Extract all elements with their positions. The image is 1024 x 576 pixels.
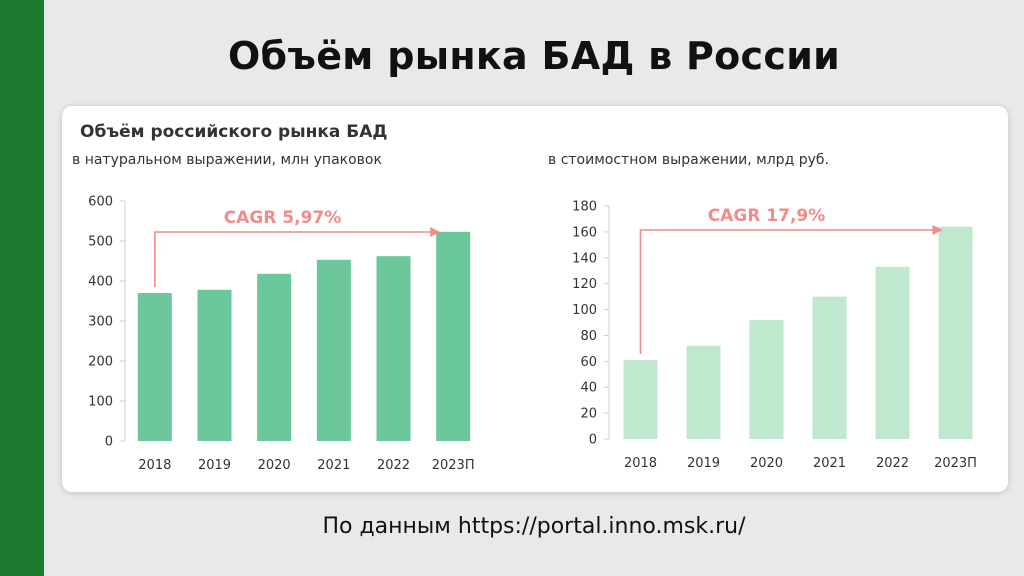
y-tick-label: 80	[580, 329, 597, 344]
bar	[623, 360, 658, 439]
bar	[686, 345, 721, 439]
x-tick-label: 2020	[258, 458, 291, 473]
bar	[938, 226, 973, 439]
bar	[436, 231, 471, 441]
source-note: По данным https://portal.inno.msk.ru/	[322, 514, 746, 539]
slide-title: Объём рынка БАД в России	[227, 34, 841, 78]
cagr-annotation: CAGR 5,97%	[224, 208, 342, 228]
bar	[376, 256, 411, 441]
cagr-annotation: CAGR 17,9%	[708, 206, 826, 226]
y-tick-label: 0	[589, 433, 597, 448]
card-title: Объём российского рынка БАД	[80, 122, 388, 142]
y-tick-label: 160	[572, 225, 597, 240]
x-tick-label: 2018	[624, 456, 657, 471]
y-tick-label: 0	[105, 435, 113, 450]
right-chart-subtitle: в стоимостном выражении, млрд руб.	[548, 152, 829, 168]
y-tick-label: 500	[88, 235, 113, 250]
bar	[257, 273, 292, 441]
y-tick-label: 300	[88, 315, 113, 330]
x-tick-label: 2019	[198, 458, 231, 473]
y-tick-label: 40	[580, 381, 597, 396]
x-tick-label: 2021	[317, 458, 350, 473]
bar	[875, 266, 910, 439]
side-accent-bar	[0, 0, 44, 576]
y-tick-label: 200	[88, 355, 113, 370]
y-tick-label: 100	[88, 395, 113, 410]
y-tick-label: 400	[88, 275, 113, 290]
bar	[316, 259, 351, 441]
x-tick-label: 2018	[138, 458, 171, 473]
y-tick-label: 600	[88, 195, 113, 210]
x-tick-label: 2019	[687, 456, 720, 471]
x-tick-label: 2022	[377, 458, 410, 473]
value-bar-chart: 0 20 40 60 80 100 120 140 160 180 2018 2019 2020 2021…	[572, 200, 977, 472]
y-tick-label: 120	[572, 277, 597, 292]
y-tick-label: 100	[572, 303, 597, 318]
x-tick-label: 2021	[813, 456, 846, 471]
y-tick-label: 180	[572, 200, 597, 215]
bar	[812, 296, 847, 439]
bar	[197, 289, 232, 441]
x-tick-label: 2023П	[934, 456, 977, 471]
chart-card: Объём российского рынка БАД в натурально…	[62, 106, 1008, 492]
cagr-arrow-head	[932, 225, 943, 235]
y-tick-label: 60	[580, 355, 597, 370]
left-chart-subtitle: в натуральном выражении, млн упаковок	[72, 152, 382, 168]
volume-bar-chart: 0 100 200 300 400 500 600 2018 2019 2020 2021 2022 2…	[88, 195, 475, 474]
x-tick-label: 2020	[750, 456, 783, 471]
y-tick-label: 20	[580, 407, 597, 422]
y-tick-label: 140	[572, 251, 597, 266]
x-tick-label: 2022	[876, 456, 909, 471]
bar	[749, 319, 784, 439]
x-tick-label: 2023П	[432, 458, 475, 473]
bar	[137, 293, 172, 441]
cagr-arrow-line	[154, 231, 431, 287]
cagr-arrow-line	[639, 229, 933, 355]
cagr-arrow-head	[430, 227, 441, 237]
